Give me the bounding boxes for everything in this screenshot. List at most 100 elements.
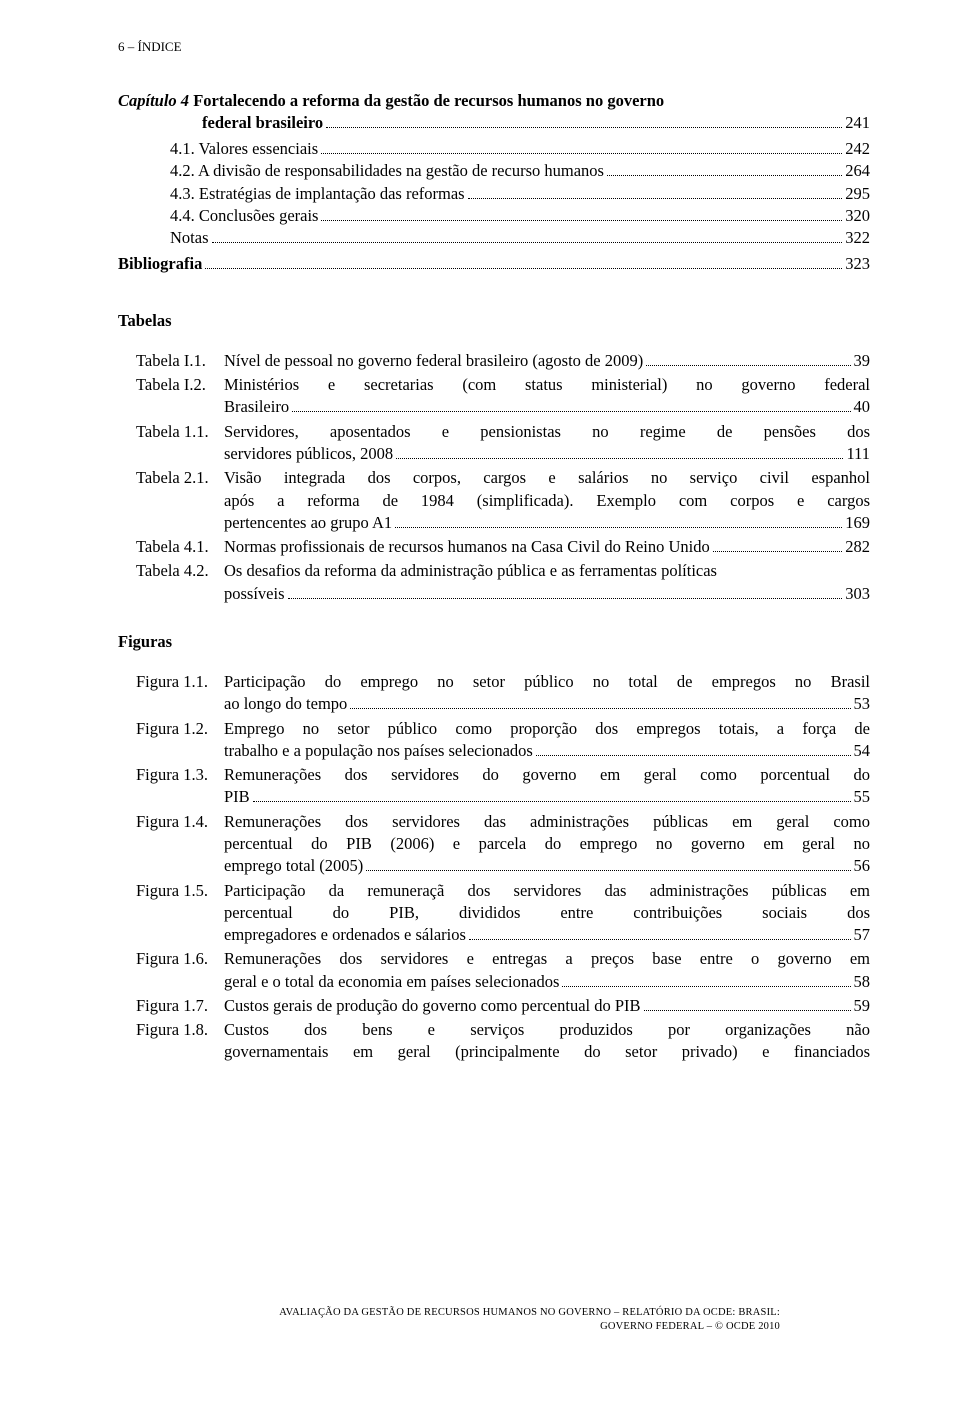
figura-textline: percentual do PIB (2006) e parcela do em… <box>224 833 870 855</box>
tabela-entry: Tabela 2.1.Visão integrada dos corpos, c… <box>118 467 870 534</box>
leader <box>644 996 851 1011</box>
tabela-textline: possíveis303 <box>224 583 870 605</box>
tabela-page: 39 <box>854 350 871 372</box>
leader <box>468 184 843 199</box>
figura-entry: Figura 1.7.Custos gerais de produção do … <box>118 995 870 1017</box>
toc-label: 4.3. Estratégias de implantação das refo… <box>170 183 465 205</box>
figura-page: 57 <box>854 924 871 946</box>
tabela-page: 282 <box>845 536 870 558</box>
tabela-text: Normas profissionais de recursos humanos… <box>224 536 710 558</box>
tabela-text: Os desafios da reforma da administração … <box>224 560 717 582</box>
figura-body: Custos gerais de produção do governo com… <box>224 995 870 1017</box>
figura-textline: Custos dos bens e serviços produzidos po… <box>224 1019 870 1041</box>
tabela-textline: Visão integrada dos corpos, cargos e sal… <box>224 467 870 489</box>
toc-page: 264 <box>845 160 870 182</box>
figura-page: 56 <box>854 855 871 877</box>
tabela-text: pertencentes ao grupo A1 <box>224 512 392 534</box>
leader <box>253 788 851 803</box>
leader <box>326 113 842 128</box>
figura-textline: Participação da remuneraçã dos servidore… <box>224 880 870 902</box>
figura-text: Custos dos bens e serviços produzidos po… <box>224 1019 870 1041</box>
tabela-label: Tabela 2.1. <box>136 467 224 489</box>
biblio-page: 323 <box>845 253 870 275</box>
figura-page: 59 <box>854 995 871 1017</box>
tabela-body: Os desafios da reforma da administração … <box>224 560 870 605</box>
tabela-textline: Nível de pessoal no governo federal bras… <box>224 350 870 372</box>
figura-entry: Figura 1.2.Emprego no setor público como… <box>118 718 870 763</box>
figura-textline: Participação do emprego no setor público… <box>224 671 870 693</box>
tabela-textline: Os desafios da reforma da administração … <box>224 560 870 582</box>
figura-textline: empregadores e ordenados e sálarios57 <box>224 924 870 946</box>
figura-textline: Remunerações dos servidores e entregas a… <box>224 948 870 970</box>
page-header: 6 – ÍNDICE <box>118 38 870 56</box>
tabela-text: Ministérios e secretarias (com status mi… <box>224 374 870 396</box>
figura-body: Remunerações dos servidores e entregas a… <box>224 948 870 993</box>
figura-text: governamentais em geral (principalmente … <box>224 1041 870 1063</box>
tabela-body: Ministérios e secretarias (com status mi… <box>224 374 870 419</box>
figuras-heading: Figuras <box>118 631 870 653</box>
figura-entry: Figura 1.5.Participação da remuneraçã do… <box>118 880 870 947</box>
figura-page: 58 <box>854 971 871 993</box>
tabela-entry: Tabela 1.1.Servidores, aposentados e pen… <box>118 421 870 466</box>
leader <box>288 584 843 599</box>
leader <box>205 255 842 270</box>
toc-label: 4.4. Conclusões gerais <box>170 205 318 227</box>
toc-line: 4.3. Estratégias de implantação das refo… <box>118 183 870 205</box>
figura-textline: Emprego no setor público como proporção … <box>224 718 870 740</box>
leader <box>350 695 850 710</box>
tabela-label: Tabela 4.2. <box>136 560 224 582</box>
figura-entry: Figura 1.6.Remunerações dos servidores e… <box>118 948 870 993</box>
figura-page: 54 <box>854 740 871 762</box>
figura-text: Remunerações dos servidores e entregas a… <box>224 948 870 970</box>
toc-page: 322 <box>845 227 870 249</box>
tabela-body: Servidores, aposentados e pensionistas n… <box>224 421 870 466</box>
figura-textline: governamentais em geral (principalmente … <box>224 1041 870 1063</box>
tabela-textline: após a reforma de 1984 (simplificada). E… <box>224 490 870 512</box>
tabela-page: 111 <box>846 443 870 465</box>
tabela-textline: pertencentes ao grupo A1 169 <box>224 512 870 534</box>
toc-line: 4.1. Valores essenciais 242 <box>118 138 870 160</box>
leader <box>366 856 850 871</box>
chapter-title-line-2: federal brasileiro 241 <box>118 112 870 134</box>
toc-page: 320 <box>845 205 870 227</box>
toc-line: 4.4. Conclusões gerais 320 <box>118 205 870 227</box>
tabela-textline: servidores públicos, 2008 111 <box>224 443 870 465</box>
leader <box>469 925 851 940</box>
tabela-text: Servidores, aposentados e pensionistas n… <box>224 421 870 443</box>
tabela-body: Normas profissionais de recursos humanos… <box>224 536 870 558</box>
tabela-label: Tabela I.2. <box>136 374 224 396</box>
toc-line: Notas 322 <box>118 227 870 249</box>
tabela-label: Tabela 1.1. <box>136 421 224 443</box>
figura-text: percentual do PIB (2006) e parcela do em… <box>224 833 870 855</box>
figura-label: Figura 1.6. <box>136 948 224 970</box>
leader <box>292 398 850 413</box>
tabela-label: Tabela I.1. <box>136 350 224 372</box>
toc-label: 4.1. Valores essenciais <box>170 138 318 160</box>
figura-textline: Remunerações dos servidores do governo e… <box>224 764 870 786</box>
leader <box>536 741 851 756</box>
figura-body: Custos dos bens e serviços produzidos po… <box>224 1019 870 1064</box>
toc-label: Notas <box>170 227 209 249</box>
figura-label: Figura 1.7. <box>136 995 224 1017</box>
tabela-textline: Ministérios e secretarias (com status mi… <box>224 374 870 396</box>
figura-label: Figura 1.3. <box>136 764 224 786</box>
leader <box>396 444 843 459</box>
tabela-entry: Tabela I.1.Nível de pessoal no governo f… <box>118 350 870 372</box>
figura-entry: Figura 1.3.Remunerações dos servidores d… <box>118 764 870 809</box>
toc-line: 4.2. A divisão de responsabilidades na g… <box>118 160 870 182</box>
tabela-text: servidores públicos, 2008 <box>224 443 393 465</box>
figura-entry: Figura 1.1.Participação do emprego no se… <box>118 671 870 716</box>
leader <box>562 972 850 987</box>
figura-text: Participação do emprego no setor público… <box>224 671 870 693</box>
figura-label: Figura 1.5. <box>136 880 224 902</box>
figura-body: Emprego no setor público como proporção … <box>224 718 870 763</box>
chapter-block: Capítulo 4 Fortalecendo a reforma da ges… <box>118 90 870 135</box>
tabela-body: Visão integrada dos corpos, cargos e sal… <box>224 467 870 534</box>
figura-label: Figura 1.1. <box>136 671 224 693</box>
figura-body: Remunerações dos servidores das administ… <box>224 811 870 878</box>
figura-body: Participação do emprego no setor público… <box>224 671 870 716</box>
figura-textline: ao longo do tempo53 <box>224 693 870 715</box>
tabela-page: 169 <box>845 512 870 534</box>
leader <box>395 513 842 528</box>
tabela-textline: Brasileiro40 <box>224 396 870 418</box>
